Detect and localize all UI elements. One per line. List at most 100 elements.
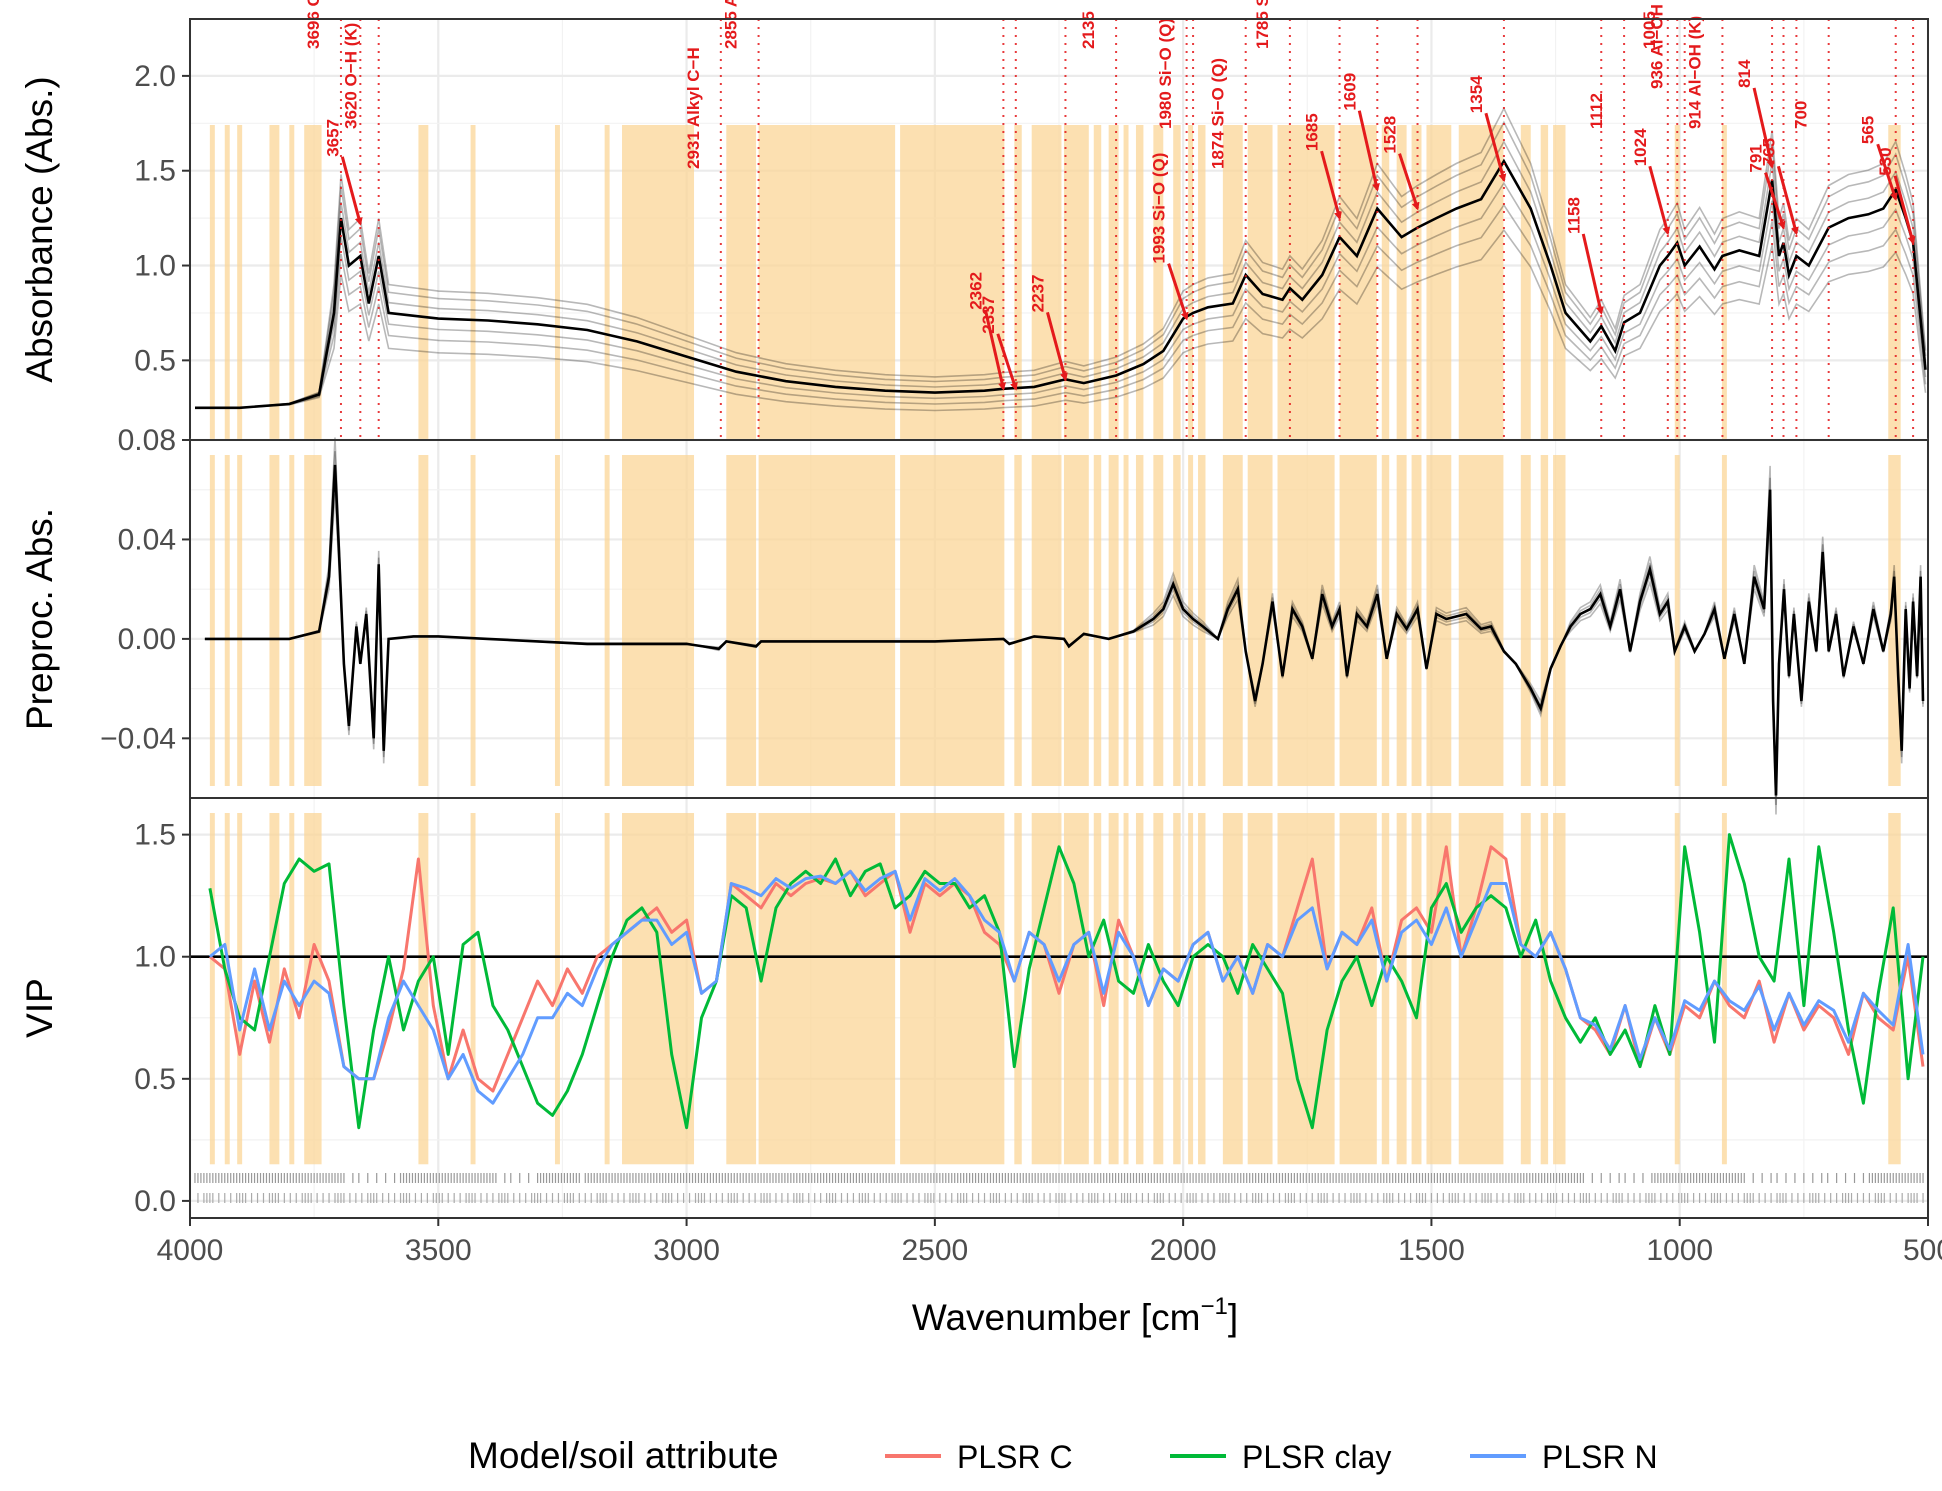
- y-tick-label: 1.0: [134, 941, 176, 974]
- highlight-band: [1721, 813, 1727, 1165]
- highlight-band: [1198, 813, 1206, 1165]
- spectrum-line: [204, 451, 1924, 806]
- x-axis-title: Wavenumber [cm−1]: [912, 1293, 1238, 1338]
- highlight-band: [1198, 455, 1206, 786]
- highlight-bands: [209, 455, 1901, 786]
- highlight-band: [470, 125, 476, 440]
- peak-label: 1874 Si−O (Q): [1209, 58, 1228, 169]
- peak-arrow: [340, 156, 363, 226]
- y-tick-label: 1.0: [134, 250, 176, 283]
- highlight-band: [900, 813, 1005, 1165]
- highlight-band: [1553, 813, 1566, 1165]
- x-tick-label: 3000: [653, 1234, 720, 1267]
- highlight-band: [1381, 813, 1390, 1165]
- highlight-band: [1458, 455, 1504, 786]
- peak-label: 1112: [1587, 93, 1606, 129]
- x-tick-label: 4000: [157, 1234, 224, 1267]
- panel-vip: 0.0 0.5 1.0 1.5 VIP: [19, 797, 1930, 1219]
- peak-label: 914 Al−OH (K): [1685, 16, 1704, 129]
- highlight-band: [269, 813, 280, 1165]
- peak-arrow: [1398, 153, 1420, 211]
- highlight-band: [1721, 125, 1727, 440]
- series-plsr-n: [208, 869, 1925, 1105]
- highlight-band: [1063, 125, 1089, 440]
- peak-label: 3620 O−H (K): [342, 23, 361, 129]
- peak-label: 565: [1859, 116, 1878, 144]
- highlight-band: [1153, 455, 1164, 786]
- highlight-band: [1458, 125, 1504, 440]
- highlight-band: [1277, 455, 1335, 786]
- highlight-band: [1520, 455, 1531, 786]
- highlight-band: [1674, 455, 1680, 786]
- highlight-band: [1339, 455, 1377, 786]
- highlight-band: [209, 125, 215, 440]
- highlight-band: [289, 125, 295, 440]
- spectrum-line: [204, 493, 1924, 776]
- y-axis-title-preprocessed: Preproc. Abs.: [19, 508, 60, 730]
- highlight-band: [224, 125, 230, 440]
- highlight-band: [1153, 125, 1164, 440]
- peak-label: 1158: [1564, 197, 1583, 234]
- peak-arrow: [996, 333, 1018, 391]
- highlight-band: [224, 455, 230, 786]
- highlight-band: [1135, 813, 1144, 1165]
- highlight-band: [1063, 455, 1089, 786]
- highlight-band: [1674, 125, 1680, 440]
- spectrum-line: [195, 181, 1927, 409]
- peak-label: 936 Al−OH (K): [1648, 0, 1667, 89]
- peak-arrow: [1046, 311, 1068, 382]
- highlight-band: [418, 813, 429, 1165]
- x-tick-label: 1000: [1646, 1234, 1713, 1267]
- peak-label: 3696 O−H (K): [304, 0, 323, 49]
- highlight-band: [604, 813, 610, 1165]
- x-tick-label: 2500: [901, 1234, 968, 1267]
- spectrum-line: [204, 464, 1924, 796]
- y-tick-label: 2.0: [134, 60, 176, 93]
- highlight-band: [604, 455, 610, 786]
- x-tick-label: 1500: [1398, 1234, 1465, 1267]
- highlight-band: [1721, 455, 1727, 786]
- highlight-band: [470, 455, 476, 786]
- spectrum-line: [204, 437, 1924, 815]
- peak-label: 2931 Alkyl C−H: [684, 47, 703, 169]
- peak-arrow: [1764, 172, 1786, 230]
- highlight-band: [1014, 455, 1022, 786]
- peak-arrow: [1648, 165, 1671, 236]
- highlight-band: [1553, 455, 1566, 786]
- x-tick-label: 500: [1903, 1234, 1942, 1267]
- peak-label: 1609: [1340, 73, 1359, 111]
- spectrum-line: [195, 106, 1927, 409]
- y-tick-label: 0.04: [118, 523, 176, 556]
- highlight-band: [1108, 125, 1119, 440]
- y-tick-label: 1.5: [134, 155, 176, 188]
- highlight-band: [1396, 125, 1407, 440]
- highlight-band: [1173, 455, 1181, 786]
- spectrum-mean-line: [204, 464, 1925, 796]
- series-plsr-clay: [208, 833, 1925, 1130]
- peak-arrow: [1876, 143, 1898, 202]
- highlight-band: [1339, 125, 1377, 440]
- x-axis: 4000 3500 3000 2500 2000 1500 1000 500: [157, 1218, 1942, 1267]
- peak-label: 791: [1746, 144, 1765, 172]
- highlight-band: [1093, 125, 1102, 440]
- y-tick-label: −0.04: [100, 722, 176, 755]
- peak-arrow: [1893, 175, 1916, 245]
- legend-entry: PLSR C: [885, 1439, 1073, 1475]
- spectrum-line: [195, 203, 1927, 409]
- legend-label: PLSR C: [957, 1439, 1073, 1475]
- highlight-band: [1188, 125, 1194, 440]
- highlight-band: [1520, 125, 1531, 440]
- spectrum-mean-line: [195, 158, 1927, 410]
- highlight-band: [1540, 455, 1549, 786]
- panel-preprocessed: −0.04 0.00 0.04 0.08 Preproc. Abs.: [19, 424, 1930, 815]
- peak-arrow: [1581, 233, 1604, 315]
- highlight-band: [1277, 125, 1335, 440]
- peak-label: 2135: [1079, 11, 1098, 49]
- legend-title: Model/soil attribute: [468, 1435, 779, 1476]
- highlight-band: [289, 455, 295, 786]
- highlight-band: [604, 125, 610, 440]
- vip-series: [208, 833, 1925, 1130]
- legend-entries: PLSR C PLSR clay PLSR N: [885, 1439, 1658, 1475]
- highlight-band: [554, 813, 560, 1165]
